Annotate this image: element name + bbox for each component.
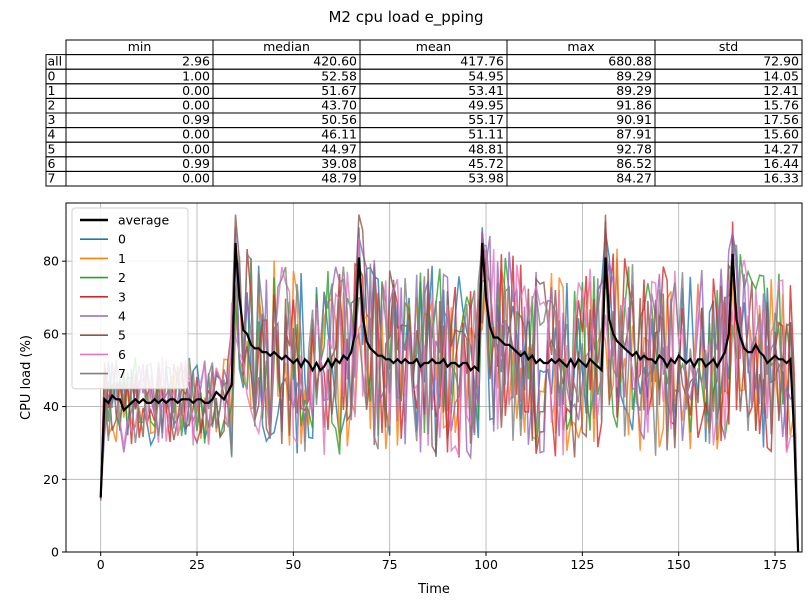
- table-cell-value: 53.98: [468, 171, 504, 186]
- table-cell-value: 89.29: [616, 68, 652, 83]
- legend-label: 5: [118, 328, 126, 343]
- table-cell-value: 16.44: [763, 156, 799, 171]
- legend-label: 2: [118, 270, 126, 285]
- legend: average 0 1 2 3 4 5 6 7: [71, 207, 189, 390]
- table-row-label: 4: [48, 127, 56, 142]
- table-cell-value: 51.67: [321, 83, 357, 98]
- y-axis-label: CPU load (%): [19, 335, 34, 420]
- y-tick-label: 60: [43, 326, 59, 341]
- table-cell-value: 89.29: [616, 83, 652, 98]
- table-cell-value: 417.76: [460, 54, 504, 69]
- table-cell-value: 0.00: [182, 127, 210, 142]
- x-tick-label: 50: [285, 557, 301, 572]
- table-column-header: min: [128, 39, 152, 54]
- table-cell-value: 420.60: [313, 54, 357, 69]
- x-tick-label: 125: [570, 557, 594, 572]
- legend-label: 0: [118, 232, 126, 247]
- average-line: [99, 242, 800, 552]
- series-line-7: [99, 244, 799, 552]
- table-cell-value: 72.90: [763, 54, 799, 69]
- figure-title: M2 cpu load e_pping: [328, 8, 483, 27]
- legend-box: [71, 207, 189, 390]
- table-cell-value: 51.11: [468, 127, 504, 142]
- series-line-5: [99, 214, 799, 552]
- table-cell-value: 16.33: [763, 171, 799, 186]
- table-row-label: 1: [48, 83, 56, 98]
- table-cell-value: 46.11: [321, 127, 357, 142]
- table-cell: [654, 170, 803, 187]
- series-lines: [99, 214, 800, 552]
- table-cell-value: 15.60: [763, 127, 799, 142]
- table-cell-value: 43.70: [321, 98, 357, 113]
- table-cell-value: 86.52: [616, 156, 652, 171]
- table-cell-value: 17.56: [763, 112, 799, 127]
- y-tick-label: 80: [43, 254, 59, 269]
- table-cell-value: 45.72: [468, 156, 504, 171]
- table-column-header: mean: [416, 39, 451, 54]
- table-cell-value: 0.00: [182, 171, 210, 186]
- table-cell-value: 50.56: [321, 112, 357, 127]
- table-column-header: std: [719, 39, 738, 54]
- table-cell-value: 0.99: [182, 156, 210, 171]
- table-cell-value: 44.97: [321, 141, 357, 156]
- table-cell-value: 0.00: [182, 141, 210, 156]
- table-cell-value: 54.95: [468, 68, 504, 83]
- legend-label: average: [118, 213, 169, 228]
- table-cell-value: 14.05: [763, 68, 799, 83]
- y-tick-label: 40: [43, 399, 59, 414]
- table-cell-value: 12.41: [763, 83, 799, 98]
- table-cell-value: 39.08: [321, 156, 357, 171]
- table-row-label: 0: [48, 68, 56, 83]
- table-cell-value: 90.91: [616, 112, 652, 127]
- table-row-label: 7: [48, 171, 56, 186]
- table-cell-value: 87.91: [616, 127, 652, 142]
- table-cell-value: 49.95: [468, 98, 504, 113]
- x-tick-label: 25: [189, 557, 205, 572]
- y-tick-label: 0: [51, 545, 59, 560]
- table-cell-value: 84.27: [616, 171, 652, 186]
- table-cell-value: 0.00: [182, 83, 210, 98]
- series-line-6: [99, 237, 799, 552]
- x-tick-label: 75: [382, 557, 398, 572]
- x-axis-label: Time: [417, 582, 450, 597]
- legend-label: 4: [118, 309, 126, 324]
- x-tick-label: 0: [97, 557, 105, 572]
- table-row-label: 5: [48, 141, 56, 156]
- table-cell-value: 0.00: [182, 98, 210, 113]
- table-row-label: 2: [48, 98, 56, 113]
- table-cell-value: 680.88: [608, 54, 652, 69]
- legend-label: 6: [118, 347, 126, 362]
- table-cell-value: 2.96: [182, 54, 210, 69]
- table-row-label: all: [48, 54, 63, 69]
- table-cell-value: 14.27: [763, 141, 799, 156]
- table-column-header: median: [263, 39, 310, 54]
- table-cell-value: 55.17: [468, 112, 504, 127]
- table-cell-value: 48.79: [321, 171, 357, 186]
- legend-label: 7: [118, 366, 126, 381]
- table-cell-value: 92.78: [616, 141, 652, 156]
- table-row-label: 3: [48, 112, 56, 127]
- table-cell-value: 1.00: [182, 68, 210, 83]
- axes-frame: [65, 202, 803, 553]
- table-cell-value: 53.41: [468, 83, 504, 98]
- table-row-label: 6: [48, 156, 56, 171]
- x-tick-label: 150: [667, 557, 691, 572]
- table-cell-value: 15.76: [763, 98, 799, 113]
- table-cell-value: 52.58: [321, 68, 357, 83]
- legend-label: 1: [118, 251, 126, 266]
- x-tick-label: 175: [763, 557, 787, 572]
- legend-label: 3: [118, 289, 126, 304]
- table-cell-value: 48.81: [468, 141, 504, 156]
- x-tick-label: 100: [474, 557, 498, 572]
- table-cell-value: 0.99: [182, 112, 210, 127]
- y-tick-label: 20: [43, 472, 59, 487]
- table-column-header: max: [567, 39, 594, 54]
- table-cell-value: 91.86: [616, 98, 652, 113]
